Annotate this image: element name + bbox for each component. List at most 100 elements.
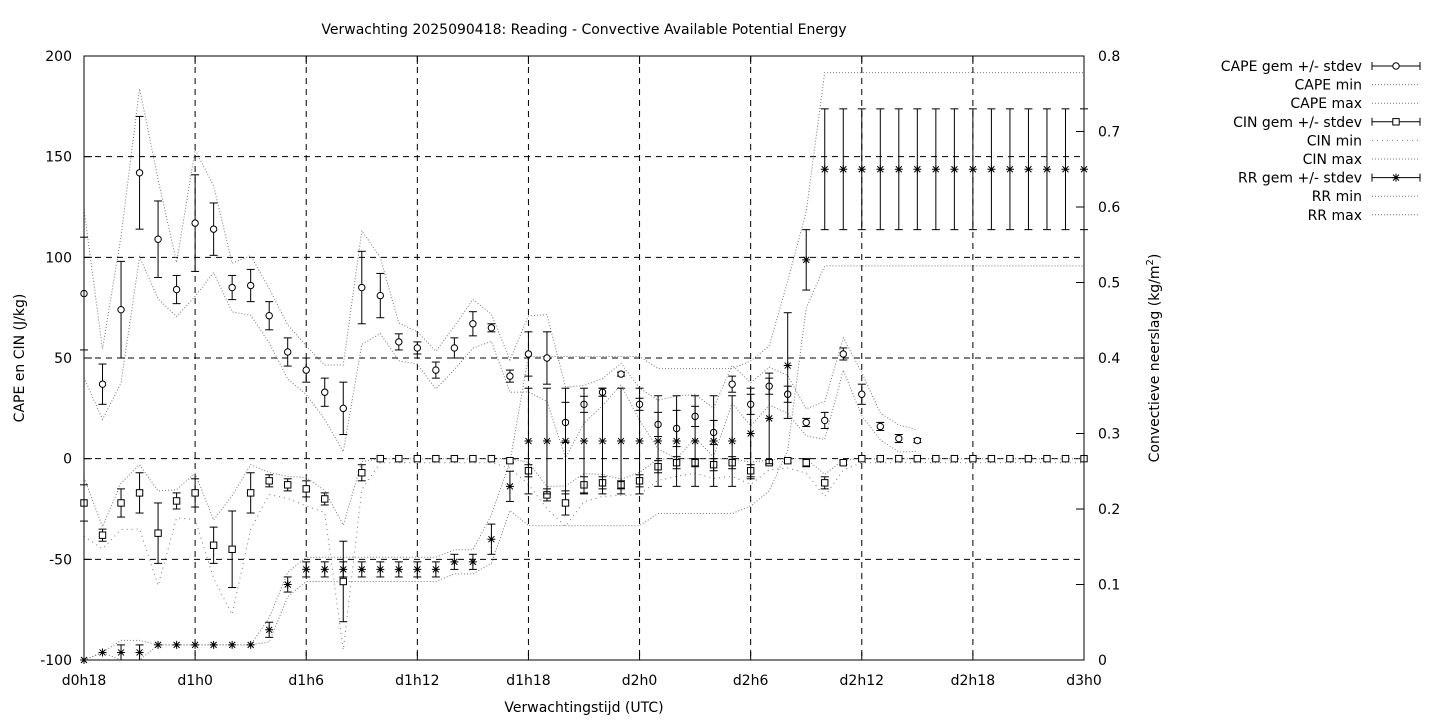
- rr-point: [894, 165, 903, 174]
- rr-point: [802, 255, 811, 264]
- cin-point: [969, 454, 977, 463]
- rr-point: [98, 648, 107, 657]
- x-tick-label: d1h18: [506, 673, 550, 689]
- y2-tick-label: 0.2: [1098, 502, 1120, 518]
- y-tick-label: -50: [49, 552, 72, 568]
- legend-label: CIN gem +/- stdev: [1233, 115, 1362, 131]
- cin-point: [302, 485, 310, 493]
- cape-point: [487, 324, 496, 332]
- cape-point: [802, 418, 810, 427]
- rr-point: [617, 437, 626, 446]
- y-tick-label: 50: [54, 351, 72, 367]
- rr-point: [765, 414, 774, 423]
- legend-label: CIN min: [1307, 133, 1362, 149]
- rr-min-line: [83, 265, 1084, 661]
- cin-point: [821, 479, 829, 487]
- legend-swatch-marker: [1392, 118, 1400, 126]
- rr-point: [1005, 165, 1014, 174]
- cin-point: [1024, 454, 1033, 463]
- y-tick-label: 0: [63, 452, 72, 468]
- rr-point: [117, 648, 126, 657]
- cape-point: [154, 235, 162, 243]
- cin-point: [450, 454, 459, 463]
- y2-tick-label: 0.7: [1098, 125, 1120, 141]
- cape-point: [191, 219, 199, 227]
- cape-point: [246, 281, 255, 290]
- legend-label: RR max: [1308, 208, 1362, 224]
- rr-point: [209, 640, 218, 649]
- cape-point: [413, 344, 422, 352]
- cape-point: [469, 320, 477, 328]
- cin-point: [321, 495, 329, 503]
- cape-point: [895, 434, 903, 443]
- rr-point: [246, 640, 255, 649]
- x-axis-label: Verwachtingstijd (UTC): [504, 700, 663, 716]
- cape-point: [265, 312, 273, 320]
- cape-point: [839, 350, 847, 358]
- cin-point: [561, 499, 570, 507]
- cin-point: [172, 497, 181, 505]
- cape-point: [284, 348, 292, 356]
- y2-tick-label: 0.8: [1098, 49, 1120, 65]
- x-tick-label: d2h6: [733, 673, 769, 689]
- rr-point: [913, 165, 922, 174]
- rr-point: [468, 557, 477, 566]
- cin-min-line: [83, 462, 1084, 650]
- cin-point: [265, 477, 273, 485]
- rr-point: [654, 437, 663, 446]
- x-tick-label: d2h12: [840, 673, 884, 689]
- cape-point: [524, 350, 533, 358]
- y-tick-label: 100: [45, 250, 72, 266]
- gridlines: [83, 56, 1085, 660]
- legend-label: CAPE max: [1290, 96, 1362, 112]
- rr-point: [561, 437, 570, 446]
- cape-point: [376, 291, 384, 300]
- x-tick-label: d1h0: [177, 673, 213, 689]
- rr-point: [746, 429, 755, 438]
- cape-point: [432, 366, 440, 374]
- cin-point: [950, 454, 959, 463]
- rr-point: [228, 640, 237, 649]
- cape-point: [506, 372, 514, 380]
- cape-point: [117, 305, 125, 314]
- legend: CAPE gem +/- stdev CAPE min CAPE max CIN ge…: [1221, 59, 1421, 224]
- y2-axis-label-sup: 2: [1145, 259, 1156, 265]
- rr-point: [339, 565, 348, 574]
- cin-point: [858, 454, 866, 463]
- y2-tick-label: 0.3: [1098, 427, 1120, 443]
- cape-max-line: [83, 88, 918, 431]
- cape-point: [135, 169, 144, 177]
- rr-point: [431, 565, 440, 574]
- legend-label: CAPE min: [1295, 78, 1363, 94]
- legend-label: CAPE gem +/- stdev: [1221, 59, 1362, 75]
- y2-tick-label: 0.6: [1098, 200, 1120, 216]
- cape-point: [821, 416, 829, 425]
- rr-point: [820, 165, 829, 174]
- x-tick-label: d2h18: [951, 673, 995, 689]
- rr-point: [987, 165, 996, 174]
- rr-point: [135, 648, 144, 657]
- cin-point: [784, 456, 792, 465]
- cin-point: [228, 545, 236, 553]
- x-tick-label: d2h0: [622, 673, 658, 689]
- legend-label: CIN max: [1303, 152, 1362, 168]
- cin-point: [432, 454, 440, 463]
- y-axis-left: -100 -50 0 50 100 150 200: [40, 49, 92, 669]
- rr-point: [505, 482, 514, 491]
- cin-point: [395, 454, 403, 463]
- cape-point: [617, 370, 625, 378]
- cape-point: [228, 283, 236, 292]
- rr-point: [709, 437, 718, 446]
- cin-point: [98, 531, 107, 539]
- cape-point: [98, 380, 107, 388]
- rr-point: [1061, 165, 1070, 174]
- cin-point: [876, 454, 884, 463]
- y2-tick-label: 0.4: [1098, 351, 1120, 367]
- rr-point: [172, 640, 181, 649]
- rr-point: [950, 165, 959, 174]
- rr-point: [376, 565, 385, 574]
- rr-point: [635, 437, 644, 446]
- cin-point: [117, 499, 125, 507]
- cin-point: [506, 456, 514, 465]
- cin-point: [1043, 454, 1051, 463]
